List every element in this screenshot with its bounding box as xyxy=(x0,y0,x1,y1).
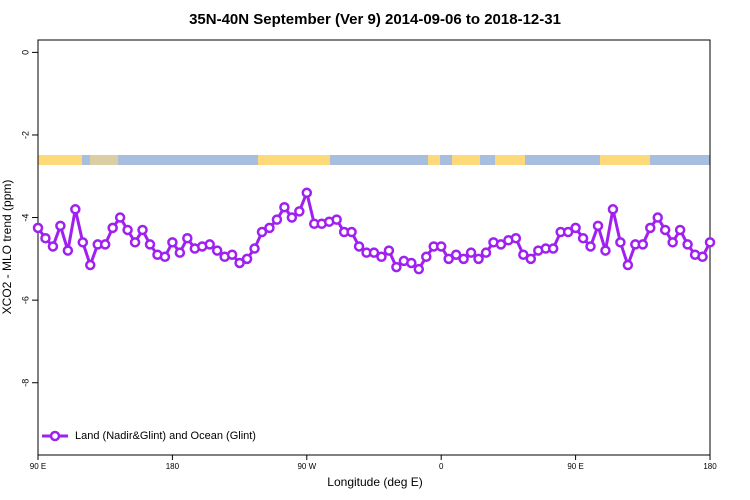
data-point xyxy=(413,263,425,275)
data-point xyxy=(182,232,193,244)
data-point xyxy=(458,253,469,265)
data-point xyxy=(279,201,290,213)
data-point xyxy=(122,224,133,236)
data-point xyxy=(697,251,708,263)
data-point xyxy=(241,253,253,265)
y-tick-label: -4 xyxy=(20,214,30,222)
legend-marker xyxy=(49,430,61,442)
data-point xyxy=(682,239,693,250)
data-point xyxy=(129,237,141,248)
data-point xyxy=(286,212,298,223)
legend-label: Land (Nadir&Glint) and Ocean (Glint) xyxy=(75,430,256,442)
y-tick-label: -2 xyxy=(20,131,30,139)
x-tick-label: 180 xyxy=(703,462,717,471)
data-point xyxy=(659,224,671,236)
data-point xyxy=(211,245,223,256)
data-point xyxy=(406,257,417,269)
data-point xyxy=(40,232,51,244)
data-point xyxy=(615,237,626,248)
data-point xyxy=(271,214,283,225)
data-point xyxy=(577,232,589,244)
data-point xyxy=(421,251,432,263)
data-point xyxy=(450,249,462,260)
data-point xyxy=(645,222,656,234)
data-point xyxy=(137,224,148,236)
data-point xyxy=(107,222,118,234)
data-point xyxy=(622,259,634,271)
surface-strip xyxy=(38,155,710,165)
data-point xyxy=(547,243,559,254)
data-point xyxy=(264,222,275,234)
data-point xyxy=(353,241,365,252)
data-point xyxy=(70,204,81,215)
data-point xyxy=(480,247,492,258)
data-point xyxy=(674,224,686,236)
data-point xyxy=(383,245,395,256)
data-point xyxy=(585,241,596,252)
data-point xyxy=(510,232,522,244)
data-point xyxy=(391,261,402,273)
data-point xyxy=(55,220,66,232)
data-point xyxy=(331,214,342,225)
x-tick-label: 90 E xyxy=(30,462,46,471)
data-point xyxy=(62,245,74,256)
data-point xyxy=(294,206,305,217)
data-point xyxy=(77,237,89,248)
data-point xyxy=(570,222,581,234)
data-point xyxy=(234,257,245,269)
data-point xyxy=(600,245,611,256)
data-point xyxy=(32,222,44,234)
data-point xyxy=(376,251,387,263)
data-point xyxy=(525,253,537,265)
data-point xyxy=(704,237,716,248)
data-point xyxy=(607,204,619,215)
data-point xyxy=(47,241,59,252)
data-point xyxy=(301,187,313,199)
data-point xyxy=(144,239,156,250)
x-tick-label: 90 E xyxy=(567,462,583,471)
data-point xyxy=(346,226,357,238)
data-point xyxy=(167,237,178,248)
data-point xyxy=(592,220,604,232)
data-point xyxy=(85,259,96,271)
data-point xyxy=(368,247,380,258)
y-axis-label: XCO2 - MLO trend (ppm) xyxy=(0,180,14,315)
chart-title: 35N-40N September (Ver 9) 2014-09-06 to … xyxy=(189,11,561,28)
data-point xyxy=(562,226,574,238)
data-point xyxy=(174,247,186,258)
y-tick-label: -8 xyxy=(20,379,30,387)
data-point xyxy=(443,253,454,265)
x-tick-label: 90 W xyxy=(297,462,316,471)
x-tick-label: 180 xyxy=(166,462,180,471)
data-point xyxy=(114,212,126,223)
data-point xyxy=(204,239,215,250)
data-point xyxy=(465,247,477,258)
data-point xyxy=(518,249,529,260)
data-point xyxy=(473,253,484,265)
y-tick-label: 0 xyxy=(20,50,30,55)
data-point xyxy=(652,212,663,223)
data-point xyxy=(249,243,260,254)
data-point xyxy=(159,251,171,263)
data-point xyxy=(637,239,649,250)
data-point xyxy=(99,239,111,250)
x-tick-label: 0 xyxy=(439,462,444,471)
x-axis-label: Longitude (deg E) xyxy=(327,475,422,489)
data-point xyxy=(256,226,268,238)
data-point xyxy=(667,237,678,248)
y-tick-label: -6 xyxy=(20,296,30,304)
data-point xyxy=(435,241,447,252)
data-point xyxy=(226,249,238,260)
data-point xyxy=(495,239,507,250)
